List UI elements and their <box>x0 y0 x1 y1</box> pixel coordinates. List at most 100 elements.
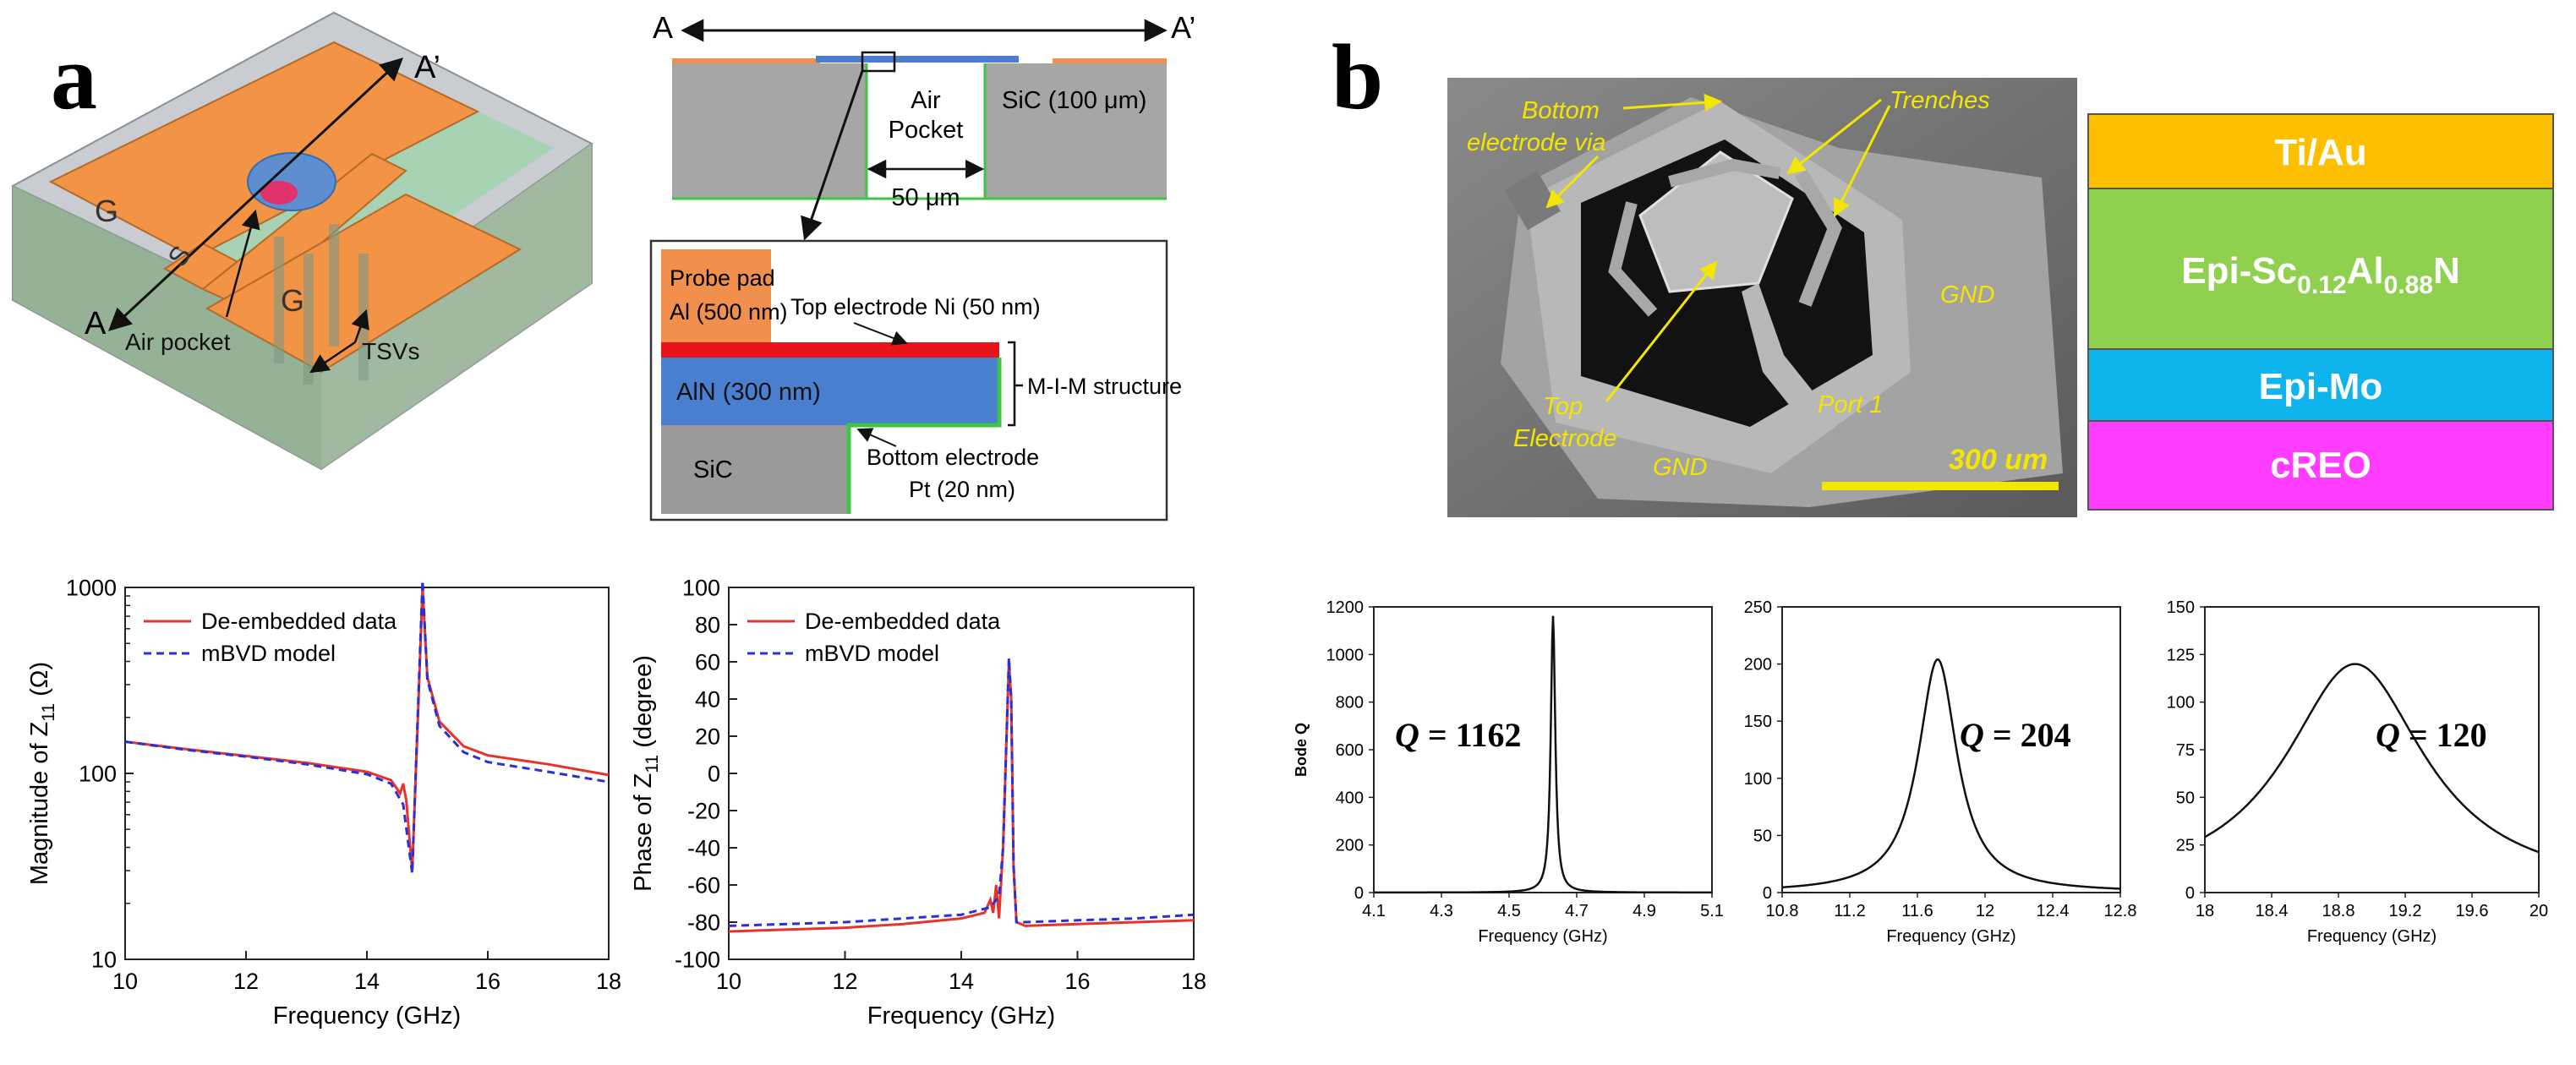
trench-top <box>1668 158 1781 188</box>
y-tick-label: 600 <box>1336 741 1364 760</box>
ti-au-label: Ti/Au <box>2274 132 2366 173</box>
x-tick-label: 16 <box>475 969 500 994</box>
sic-right-block <box>985 63 1167 199</box>
panel-b-label: b <box>1332 25 1383 128</box>
y-tick-label: 50 <box>1753 827 1772 845</box>
a-label: A <box>85 306 107 341</box>
bottom-electrode-label-2: Pt (20 nm) <box>909 477 1015 502</box>
x-tick-label: 12 <box>1976 902 1994 920</box>
sic-thickness-label: SiC (100 μm) <box>1002 87 1146 114</box>
probe-pad <box>661 249 771 342</box>
x-axis-label: Frequency (GHz) <box>273 1002 461 1030</box>
y-axis-label: Bode Q <box>1293 723 1310 777</box>
probe-pad-label-2: Al (500 nm) <box>670 299 788 325</box>
y-tick-label: 100 <box>2167 694 2195 713</box>
y-axis-label: Phase of Z11 (degree) <box>630 655 662 892</box>
y-tick-label: 100 <box>79 761 117 786</box>
y-tick-label: 80 <box>695 612 720 637</box>
device-3d-diagram: A’ A G S G Air pocket TSVs <box>10 11 593 471</box>
top-electrode-label: Top electrode Ni (50 nm) <box>790 294 1041 320</box>
layer-mo <box>2087 348 2554 422</box>
bottom-electrode-label-1: Bottom electrode <box>867 445 1039 470</box>
tsv-arrow-1 <box>309 341 356 374</box>
x-tick-label: 19.2 <box>2389 902 2422 920</box>
x-tick-label: 18.4 <box>2256 902 2289 920</box>
series-line <box>124 587 610 871</box>
x-axis-label: Frequency (GHz) <box>1478 927 1607 946</box>
creo-label: cREO <box>2270 445 2371 486</box>
mim-label: M-I-M structure <box>1027 374 1182 399</box>
y-tick-label: 0 <box>2185 884 2195 903</box>
width-label: 50 μm <box>891 184 960 211</box>
scale-bar <box>1822 482 2059 490</box>
sem-top-label-1: Top <box>1543 393 1583 420</box>
air-pocket-arrow <box>225 209 260 318</box>
y-tick-label: -100 <box>675 947 720 972</box>
die-right-face <box>321 144 592 469</box>
sem-bottom-label-1: Bottom <box>1522 97 1600 124</box>
bode-q-chart-3: 18 18.4 18.8 19.2 19.6 20 0 25 50 75 100 125 150 Freq… <box>2167 598 2549 946</box>
sem-scale-label: 300 um <box>1949 444 2048 476</box>
aln-label: AlN (300 nm) <box>676 379 821 406</box>
sem-trenches-label: Trenches <box>1890 87 1990 114</box>
sem-top-label-2: Electrode <box>1513 425 1617 452</box>
plot-frame <box>728 587 1195 960</box>
x-tick-label: 4.9 <box>1633 902 1656 920</box>
aln-layer <box>661 358 999 425</box>
cross-a-label: A <box>653 10 673 45</box>
y-tick-label: 150 <box>1744 713 1772 731</box>
scaln-label: Epi-Sc0.12Al0.88N <box>2181 250 2459 299</box>
signal-feed <box>1742 283 1818 414</box>
cross-section-diagram: A A’ Air Pocket SiC (100 μm) 50 μm <box>653 10 1195 241</box>
x-tick-label: 12.8 <box>2104 902 2137 920</box>
y-tick-label: 200 <box>1744 656 1772 674</box>
y-tick-label: 1200 <box>1326 598 1365 617</box>
tsv-arrow-2 <box>351 309 369 343</box>
y-tick-label: 0 <box>708 761 720 786</box>
sem-bottom-label-2: electrode via <box>1467 129 1605 156</box>
y-tick-label: 60 <box>695 649 720 674</box>
sic-left-block <box>672 63 867 199</box>
q-curve <box>1781 658 2120 890</box>
bode-q-chart-1: 4.1 4.3 4.5 4.7 4.9 5.1 0 200 400 600 800 1000 1200 F… <box>1293 598 1724 946</box>
q-annotation: Q = 1162 <box>1395 716 1521 754</box>
x-tick-label: 18.8 <box>2322 902 2355 920</box>
legend-entry: mBVD model <box>201 641 336 666</box>
x-tick-label: 18 <box>1181 969 1206 994</box>
y-tick-label: 0 <box>1354 884 1364 903</box>
y-tick-label: 20 <box>695 724 720 749</box>
tsvs-label: TSVs <box>362 338 419 364</box>
y-tick-label: 800 <box>1336 694 1364 713</box>
x-tick-label: 11.2 <box>1834 902 1865 920</box>
sic-detail <box>661 425 849 514</box>
zoom-box <box>861 51 896 73</box>
plot-frame <box>1781 606 2121 893</box>
y-tick-label: 75 <box>2176 741 2195 760</box>
layer-scaln <box>2087 188 2554 350</box>
g-bottom-label: G <box>281 283 304 318</box>
impedance-phase-chart: 10 12 14 16 18 100 80 60 40 20 0 -20 -40 -60 -80 -100 Fr… <box>630 575 1206 1030</box>
legend-entry: De-embedded data <box>201 609 397 634</box>
x-tick-label: 16 <box>1064 969 1090 994</box>
probe-pad-label-1: Probe pad <box>670 265 775 291</box>
impedance-magnitude-chart: 10 12 14 16 18 10 100 1000 Frequency (GHz) Magnit… <box>26 575 621 1030</box>
x-tick-label: 4.5 <box>1497 902 1521 920</box>
pocket-label: Pocket <box>889 117 964 144</box>
a-prime-label: A’ <box>414 50 440 85</box>
x-axis-label: Frequency (GHz) <box>1886 927 2015 946</box>
q-annotation: Q = 120 <box>2376 716 2487 754</box>
x-tick-label: 12.4 <box>2037 902 2070 920</box>
bode-q-chart-2: 10.8 11.2 11.6 12 12.4 12.8 0 50 100 150 200 250 Fre… <box>1744 598 2137 946</box>
x-axis-label: Frequency (GHz) <box>867 1002 1055 1030</box>
bottom-electrode-layer <box>846 358 1002 514</box>
x-tick-label: 18 <box>2196 902 2214 920</box>
x-tick-label: 5.1 <box>1700 902 1724 920</box>
series-line <box>728 661 1195 933</box>
top-electrode-layer <box>661 342 999 358</box>
x-tick-label: 4.3 <box>1430 902 1453 920</box>
y-tick-label: 50 <box>2176 789 2195 807</box>
y-tick-label: 10 <box>91 947 117 972</box>
y-tick-label: -40 <box>687 835 720 860</box>
trench-left <box>1608 201 1658 317</box>
layer-detail-diagram: Probe pad Al (500 nm) Top electrode Ni (… <box>649 239 1182 522</box>
